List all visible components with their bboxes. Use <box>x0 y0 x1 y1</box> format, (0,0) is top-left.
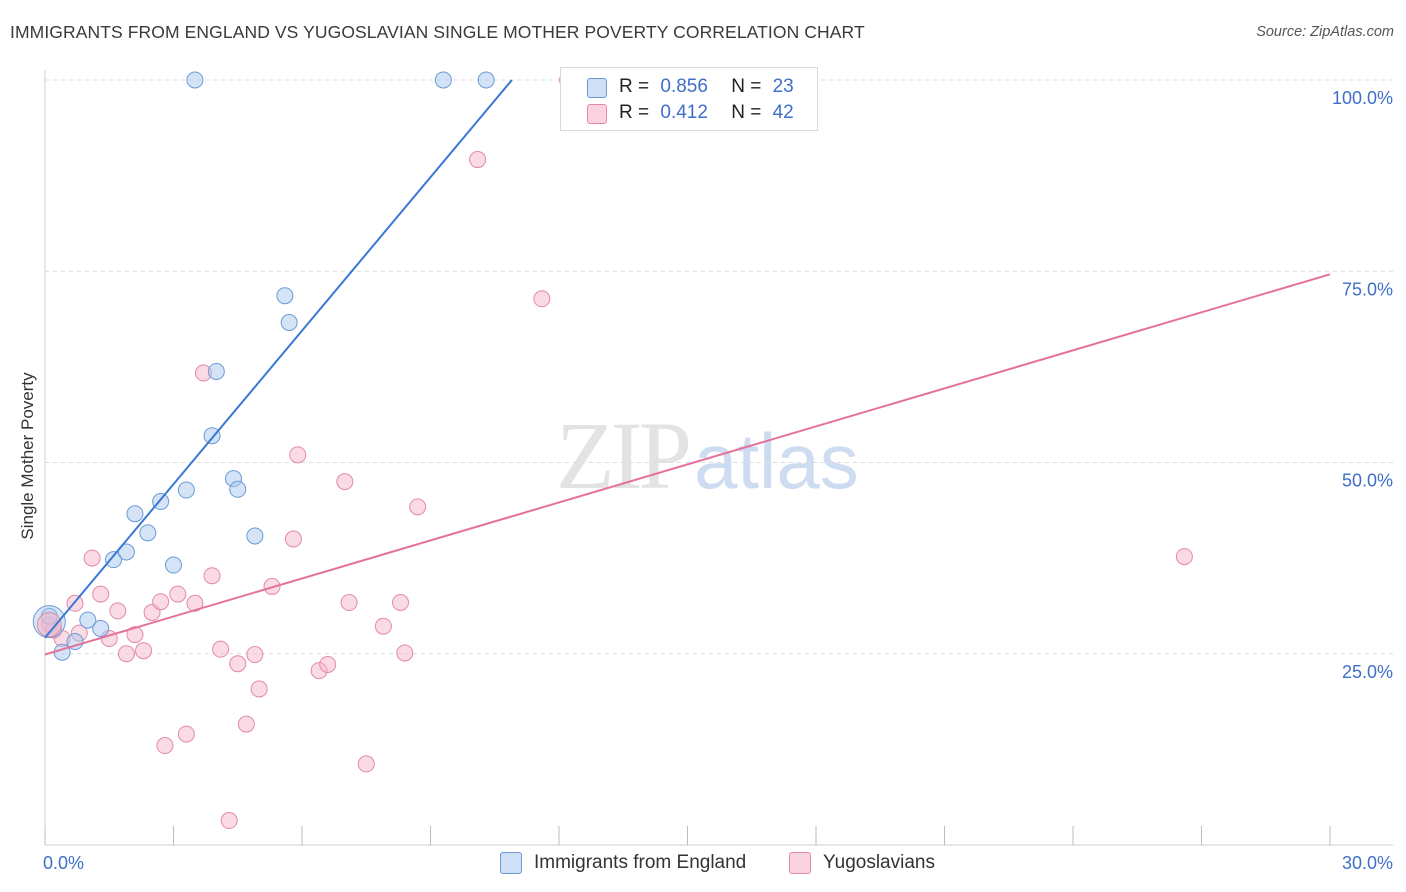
y-tick-label: 25.0% <box>1342 662 1393 682</box>
legend-label-england: Immigrants from England <box>534 852 747 873</box>
england-point <box>229 480 247 498</box>
y-tick-label: 100.0% <box>1332 88 1393 108</box>
england-point <box>203 427 221 445</box>
yugoslavian-point <box>533 290 551 308</box>
yugoslavian-point <box>237 715 255 733</box>
england-point <box>177 481 195 499</box>
yugoslavian-point <box>289 446 307 464</box>
x-tick-label: 30.0% <box>1342 853 1393 873</box>
n-value: 23 <box>772 76 794 97</box>
watermark: ZIPatlas <box>556 400 859 511</box>
yugoslavian-point <box>336 473 354 491</box>
stats-text: R = 0.856 N = 23 <box>619 76 794 98</box>
yugoslavian-point <box>357 755 375 773</box>
watermark-atlas: atlas <box>694 417 859 505</box>
yugoslavian-point <box>186 594 204 612</box>
england-point <box>276 287 294 305</box>
yugoslavian-trendline <box>44 273 1331 656</box>
stats-legend: R = 0.856 N = 23 R = 0.412 N = 42 <box>560 67 818 131</box>
england-point <box>105 551 123 569</box>
yugoslavian-point <box>126 626 144 644</box>
legend-swatch-yugoslavians <box>789 852 811 874</box>
yugoslavian-point <box>117 645 135 663</box>
yugoslavian-point <box>392 593 410 611</box>
r-label: R = <box>619 76 650 97</box>
yugoslavian-point <box>284 530 302 548</box>
yugoslavian-point <box>177 725 195 743</box>
yugoslavian-point <box>36 612 62 638</box>
yugoslavian-point <box>246 646 264 664</box>
england-point <box>117 543 135 561</box>
yugoslavian-point <box>469 151 487 169</box>
y-tick-label: 75.0% <box>1342 279 1393 299</box>
yugoslavian-point <box>135 642 153 660</box>
yugoslavian-point <box>250 680 268 698</box>
yugoslavian-point <box>220 812 238 830</box>
yugoslavian-point <box>203 567 221 585</box>
legend-item-england: Immigrants from England <box>500 852 746 874</box>
yugoslavian-point <box>152 593 170 611</box>
legend-label-yugoslavians: Yugoslavians <box>823 852 935 873</box>
r-value: 0.856 <box>660 76 708 97</box>
england-point <box>66 633 84 651</box>
england-point <box>92 620 110 638</box>
england-point <box>280 314 298 332</box>
y-tick-label: 50.0% <box>1342 471 1393 491</box>
n-value: 42 <box>772 102 794 123</box>
stats-text: R = 0.412 N = 42 <box>619 102 794 124</box>
yugoslavians-swatch <box>587 104 607 124</box>
yugoslavian-point <box>83 549 101 567</box>
england-point <box>186 71 204 89</box>
legend-item-yugoslavians: Yugoslavians <box>789 852 935 874</box>
yugoslavian-point <box>374 617 392 635</box>
r-label: R = <box>619 102 650 123</box>
n-label: N = <box>731 102 762 123</box>
yugoslavian-point <box>396 644 414 662</box>
yugoslavian-point <box>109 602 127 620</box>
r-value: 0.412 <box>660 102 708 123</box>
england-point <box>246 527 264 545</box>
yugoslavian-point <box>156 737 174 755</box>
england-point <box>477 71 495 89</box>
england-swatch <box>587 78 607 98</box>
england-point <box>53 643 71 661</box>
yugoslavian-point <box>340 593 358 611</box>
source-label: Source: ZipAtlas.com <box>1256 24 1394 40</box>
england-point <box>434 71 452 89</box>
england-point <box>165 556 182 574</box>
england-point <box>207 362 225 380</box>
yugoslavian-point <box>169 585 187 603</box>
y-axis-label: Single Mother Poverty <box>18 372 37 540</box>
n-label: N = <box>731 76 762 97</box>
yugoslavian-point <box>1175 548 1193 566</box>
england-point <box>126 505 144 523</box>
series-legend: Immigrants from England Yugoslavians <box>0 852 1406 876</box>
yugoslavian-point <box>229 655 247 673</box>
england-point <box>79 611 97 629</box>
yugoslavian-point <box>212 640 230 658</box>
yugoslavian-point <box>92 585 110 603</box>
watermark-zip: ZIP <box>556 402 692 509</box>
legend-swatch-england <box>500 852 522 874</box>
england-trendline <box>44 79 513 639</box>
england-point <box>139 524 157 542</box>
yugoslavian-point <box>409 498 427 516</box>
chart-title: IMMIGRANTS FROM ENGLAND VS YUGOSLAVIAN S… <box>10 22 865 42</box>
x-tick-label: 0.0% <box>43 853 84 873</box>
yugoslavian-point <box>319 655 337 673</box>
